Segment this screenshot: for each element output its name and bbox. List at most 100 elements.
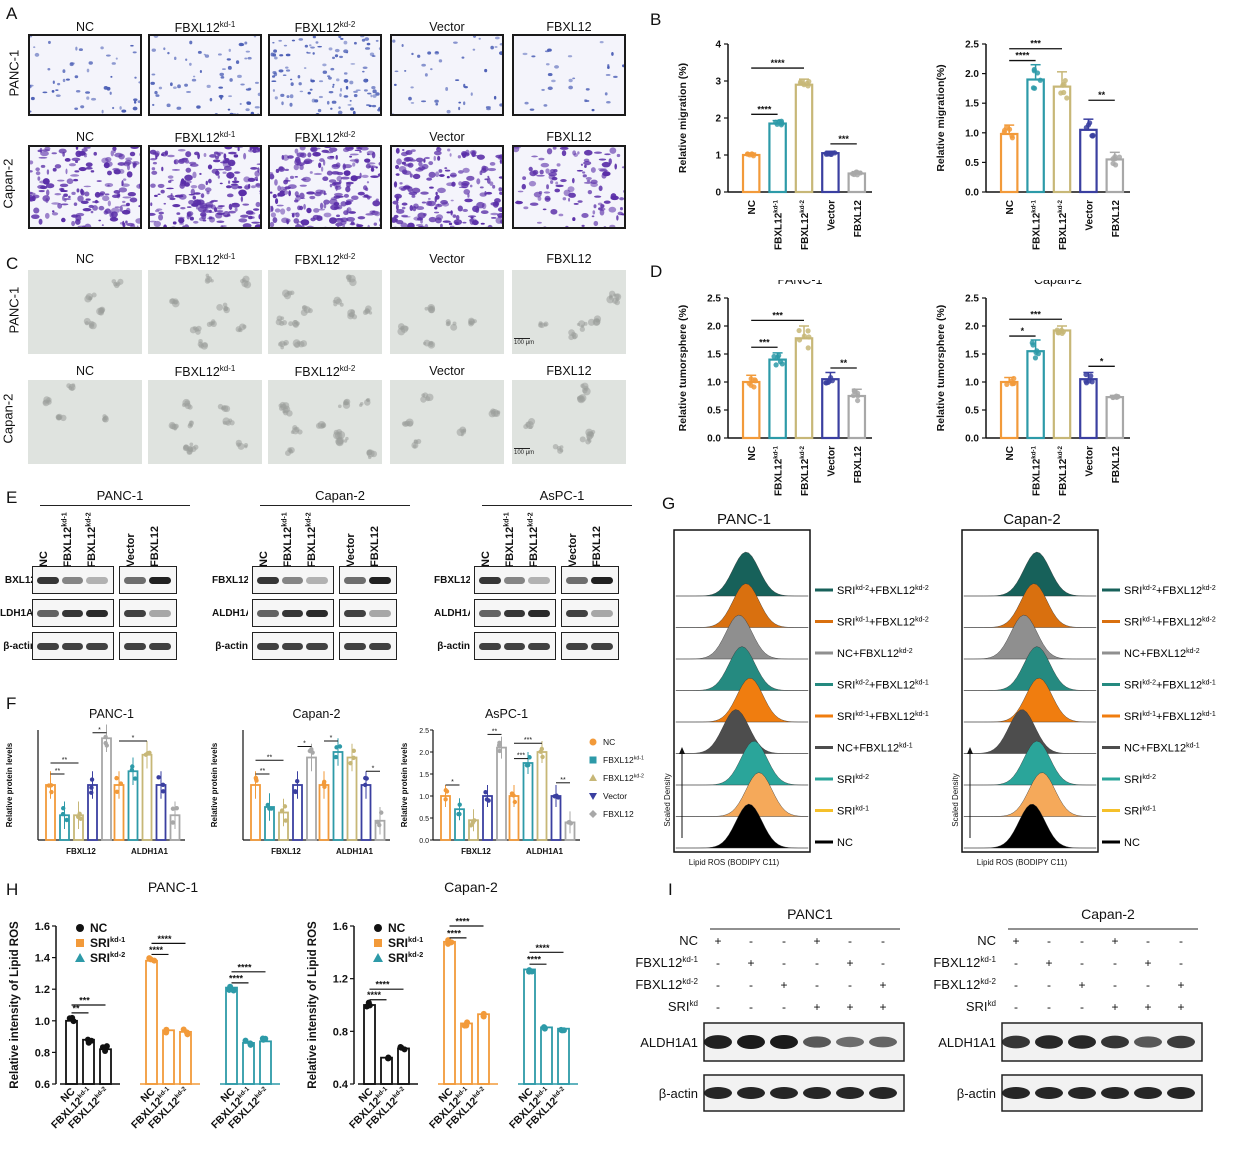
stained-cell [418,226,425,227]
data-point [850,392,856,399]
condition-symbol: - [1113,956,1117,970]
sphere-column-label: Vector [429,252,465,266]
stained-cell [597,202,603,206]
stained-cell [254,170,260,177]
data-point [1112,156,1118,162]
stained-cell [434,206,438,210]
stained-cell [103,86,108,90]
micro-image [512,34,626,116]
stained-cell [278,69,284,73]
stained-cell [307,160,315,162]
stained-cell [622,64,624,68]
tumorsphere [579,436,586,443]
micro-row-label: Capan-2 [0,158,16,209]
stained-cell [231,180,240,184]
condition-symbol: - [749,978,753,992]
micro-column-label: NC [75,20,95,34]
data-point [512,799,518,805]
micro-image-dots [270,36,380,114]
data-point [559,1027,566,1034]
stained-cell [278,39,282,42]
y-axis-label: Relative protein levels [400,742,409,827]
condition-symbol: + [1078,978,1085,992]
stained-cell [197,50,202,54]
stained-cell [114,171,118,175]
stained-cell [449,172,457,178]
stained-cell [343,72,348,75]
blot-band [528,577,550,584]
y-tick-label: 1.0 [707,378,721,389]
stained-cell [185,151,192,158]
data-point [143,752,149,757]
stained-cell [592,210,596,215]
y-tick-label: 1.6 [35,921,50,933]
stained-cell [373,222,378,226]
tumorsphere [280,345,284,350]
stained-cell [533,191,542,198]
stained-cell [272,89,276,92]
stained-cell [394,218,399,222]
bar [443,940,456,1085]
stained-cell [240,196,244,202]
stained-cell [75,150,82,158]
data-point [445,937,452,944]
stained-cell [407,222,415,227]
stained-cell [434,211,440,214]
stained-cell [531,55,536,58]
condition-symbol: + [879,1000,886,1014]
x-tick-label: NC [747,446,758,460]
data-point [379,810,384,815]
blot-band [306,610,328,617]
tumorsphere [612,297,619,304]
blot-strip [32,566,114,594]
data-point [89,790,94,795]
stained-cell [322,63,327,67]
stained-cell [204,54,210,58]
blot-strip [32,632,114,660]
stained-cell [231,183,239,190]
stained-cell [74,107,79,110]
stained-cell [342,224,346,227]
data-point [1030,85,1037,91]
stained-cell [367,92,372,95]
x-tick-label: Vector [1084,446,1095,477]
stained-cell [499,51,502,56]
stained-cell [160,189,165,194]
blot-group-title: PANC1 [787,906,833,922]
stained-cell [484,68,488,73]
stained-cell [366,104,370,107]
stained-cell [46,169,50,175]
stained-cell [582,174,587,178]
sphere-image [268,270,382,354]
bar [1026,350,1045,440]
data-point [60,811,66,817]
stained-cell [150,212,156,216]
stained-cell [491,216,497,219]
data-point [457,802,462,807]
tumorsphere [585,438,591,445]
tumorsphere [587,318,596,326]
stained-cell [166,103,171,108]
significance-label: *** [1030,39,1041,49]
stained-cell [83,147,91,149]
blot-band [737,1087,765,1099]
stained-cell [421,100,427,103]
legend-marker [373,953,383,962]
stained-cell [349,159,359,162]
stained-cell [349,222,356,226]
stained-cell [80,105,85,109]
tumorsphere [102,414,107,419]
blot-lane-label: NC [480,551,492,567]
significance-label: * [372,765,375,772]
y-tick-label: 0.6 [35,1079,50,1091]
stained-cell [345,181,354,185]
stained-cell [434,51,440,55]
density-ridge [676,803,809,849]
significance-label: * [303,741,306,748]
stained-cell [401,206,406,210]
stained-cell [395,203,399,211]
stained-cell [299,90,304,93]
stained-cell [489,181,494,186]
stained-cell [64,158,71,162]
